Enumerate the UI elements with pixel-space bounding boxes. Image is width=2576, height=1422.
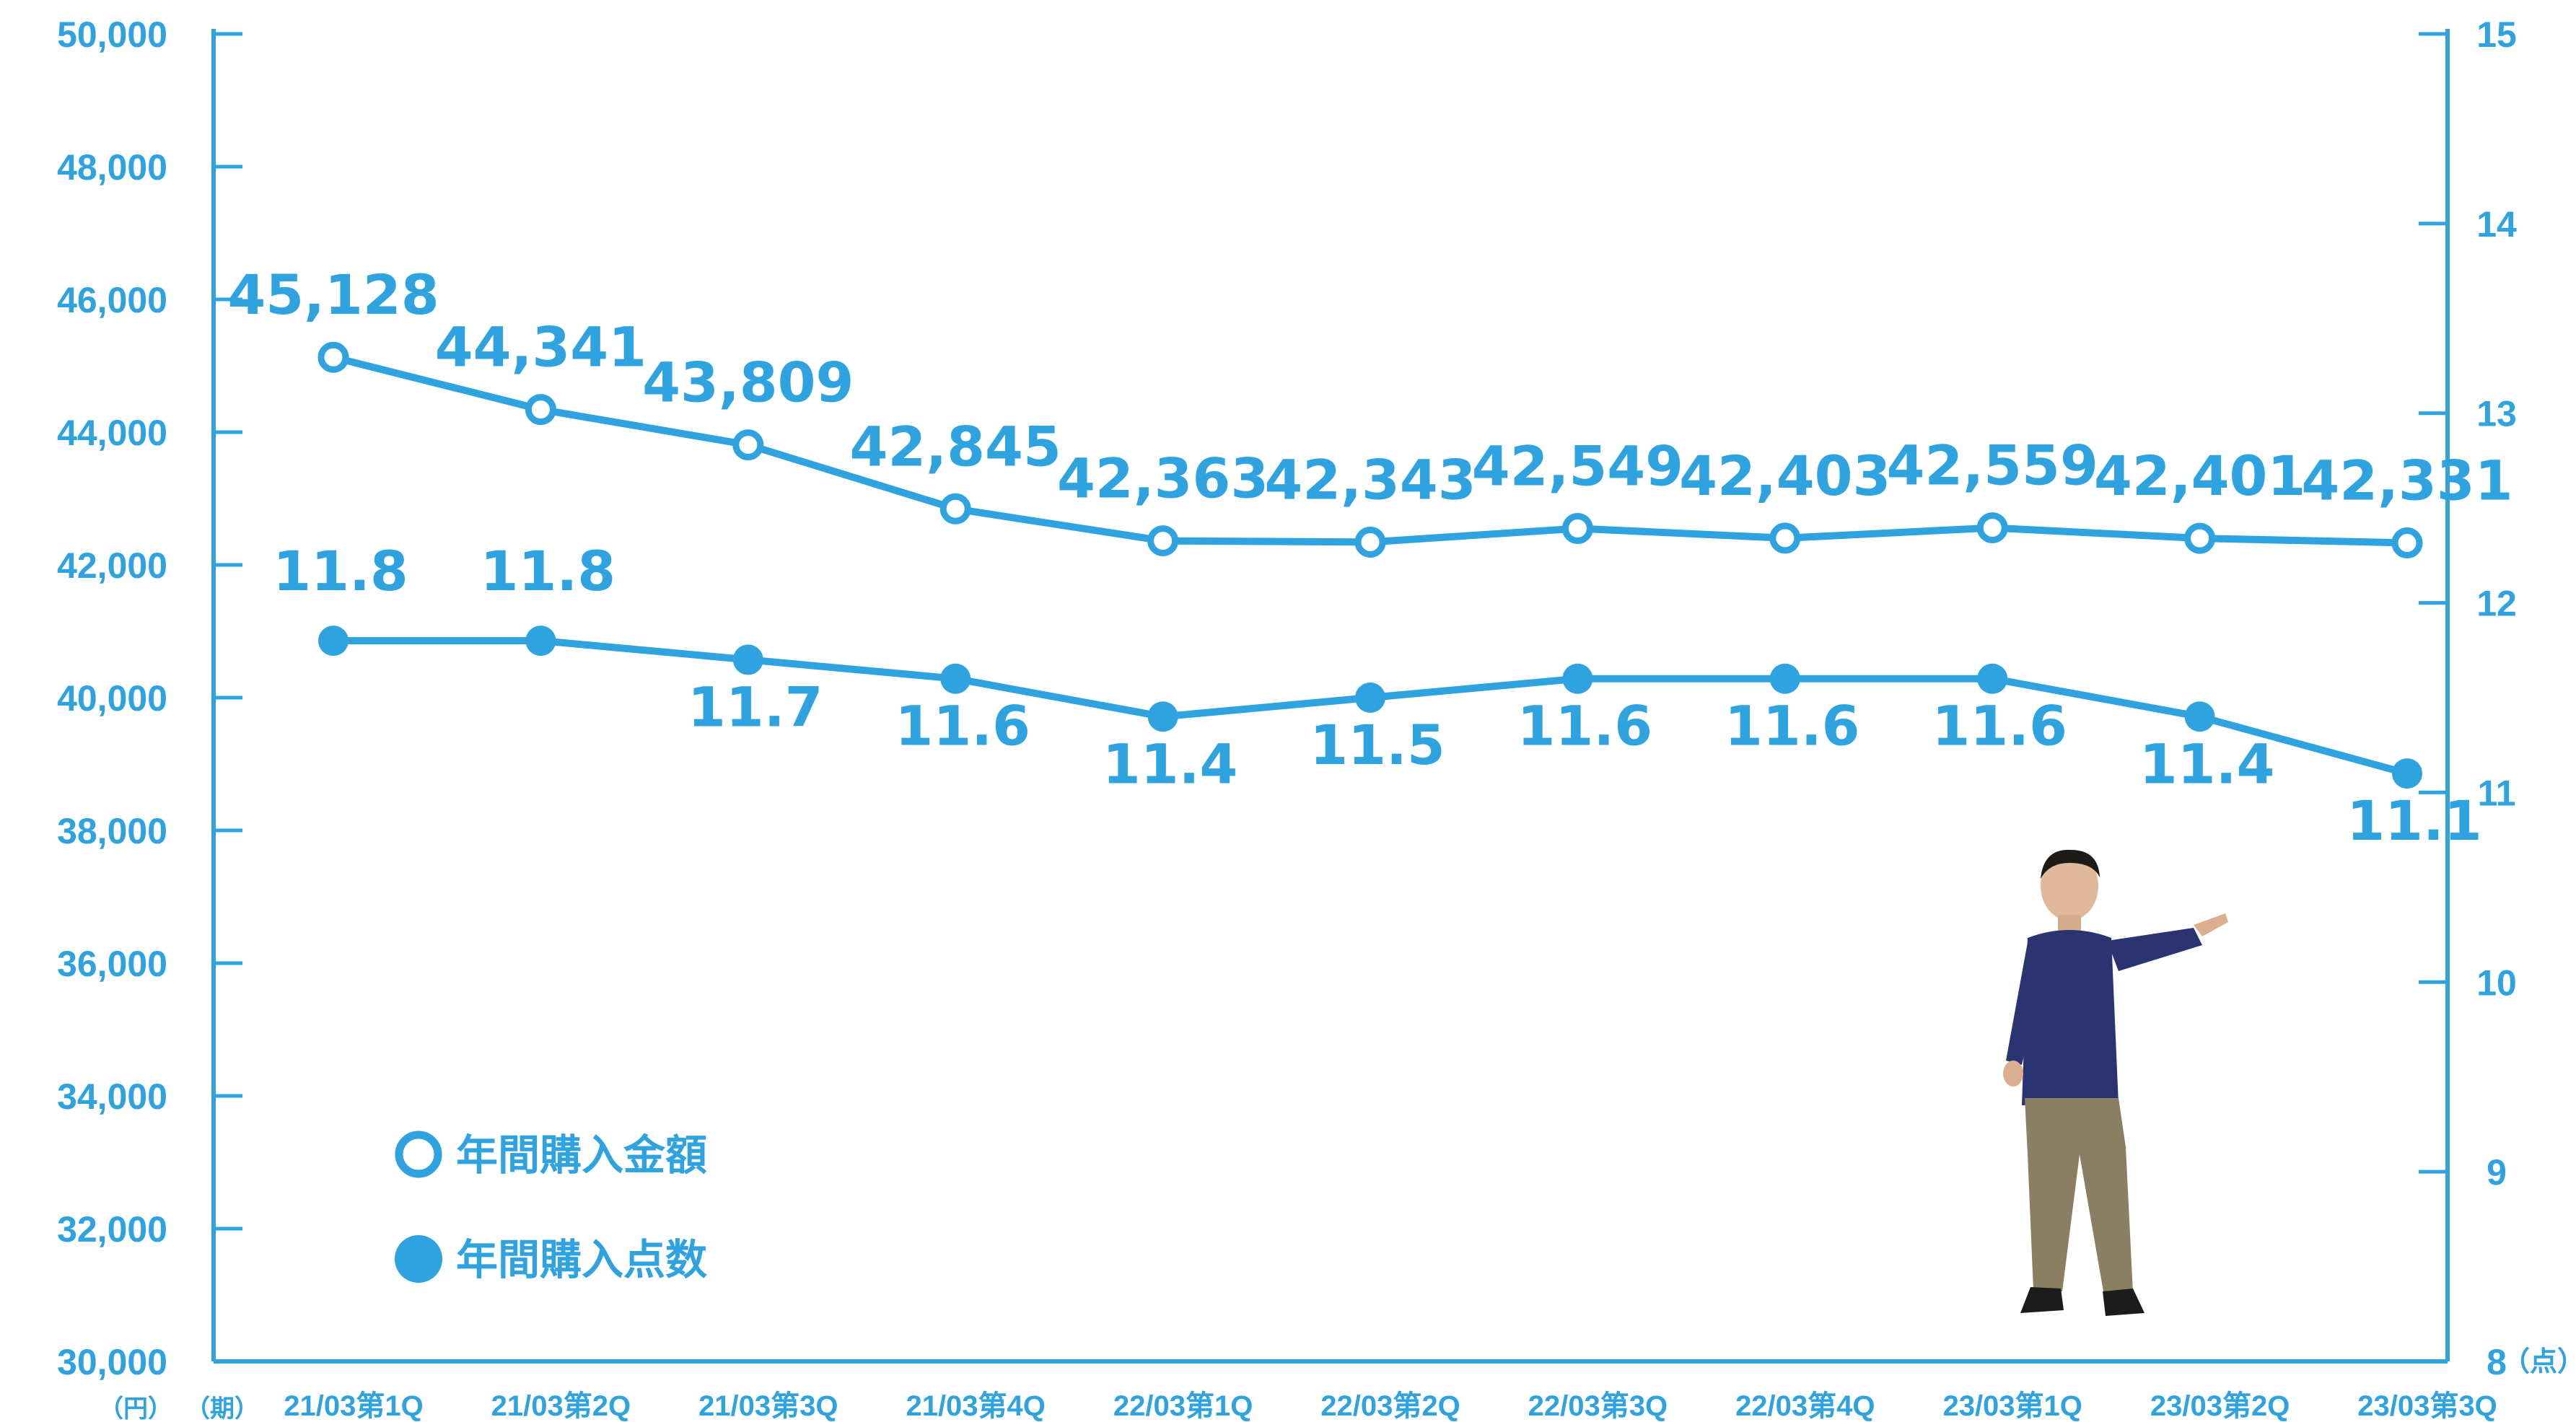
legend-count-label: 年間購入点数 bbox=[456, 1235, 707, 1284]
amount-data-label: 43,809 bbox=[642, 351, 854, 415]
amount-point bbox=[1976, 512, 2008, 544]
left-tick-label: 36,000 bbox=[57, 944, 167, 984]
amount-data-label: 42,363 bbox=[1057, 447, 1269, 511]
amount-point bbox=[317, 341, 349, 373]
count-point bbox=[2392, 758, 2422, 789]
count-point bbox=[2184, 701, 2215, 732]
amount-data-label: 44,341 bbox=[435, 315, 647, 379]
count-data-label: 11.1 bbox=[2347, 789, 2482, 853]
left-tick-label: 40,000 bbox=[57, 678, 167, 719]
amount-data-label: 42,331 bbox=[2301, 449, 2513, 513]
legend: 年間購入金額 年間購入点数 bbox=[395, 1131, 707, 1284]
x-tick-label: 21/03第4Q bbox=[906, 1390, 1045, 1422]
count-data-label: 11.4 bbox=[2139, 732, 2275, 796]
left-tick-label: 48,000 bbox=[57, 147, 167, 188]
amount-point bbox=[525, 394, 556, 426]
count-point bbox=[1562, 663, 1593, 694]
count-point bbox=[525, 626, 556, 657]
count-point bbox=[318, 626, 349, 657]
x-tick-label: 22/03第2Q bbox=[1320, 1390, 1460, 1422]
count-point bbox=[1147, 701, 1178, 732]
right-tick-label: 13 bbox=[2476, 394, 2517, 434]
left-tick-label: 32,000 bbox=[57, 1209, 167, 1250]
left-tick-label: 42,000 bbox=[57, 545, 167, 586]
amount-data-label: 42,401 bbox=[2094, 444, 2305, 508]
right-tick-label: 15 bbox=[2476, 14, 2517, 55]
count-point bbox=[1977, 663, 2008, 694]
series-data-labels: 45,12844,34143,80942,84542,36342,34342,5… bbox=[227, 263, 2513, 853]
count-data-label: 11.7 bbox=[688, 675, 823, 739]
series-markers bbox=[317, 341, 2423, 789]
amount-data-label: 42,845 bbox=[850, 414, 1061, 478]
presenter-figure bbox=[2003, 849, 2228, 1316]
x-tick-label: 21/03第1Q bbox=[284, 1390, 423, 1422]
count-data-label: 11.8 bbox=[273, 539, 408, 603]
right-tick-label: 12 bbox=[2476, 584, 2517, 624]
count-point bbox=[732, 644, 763, 675]
right-tick-label: 10 bbox=[2476, 962, 2517, 1003]
count-data-label: 11.4 bbox=[1103, 732, 1238, 796]
left-tick-label: 34,000 bbox=[57, 1076, 167, 1117]
amount-point bbox=[1147, 525, 1179, 557]
amount-point bbox=[2391, 527, 2423, 559]
right-tick-label: 14 bbox=[2476, 204, 2517, 245]
count-point bbox=[940, 663, 971, 694]
amount-data-label: 42,549 bbox=[1472, 434, 1683, 498]
left-tick-label: 44,000 bbox=[57, 413, 167, 453]
x-tick-label: 23/03第2Q bbox=[2150, 1390, 2290, 1422]
amount-point bbox=[1769, 522, 1801, 554]
legend-amount-marker bbox=[395, 1131, 442, 1178]
x-tick-label: 22/03第3Q bbox=[1528, 1390, 1668, 1422]
left-tick-label: 30,000 bbox=[57, 1342, 167, 1382]
count-point bbox=[1355, 683, 1385, 713]
count-data-label: 11.6 bbox=[1932, 694, 2067, 758]
amount-point bbox=[1354, 526, 1386, 558]
x-axis-labels: 21/03第1Q 21/03第2Q 21/03第3Q 21/03第4Q 22/03第1Q… bbox=[284, 1390, 2497, 1422]
right-unit-label: （点） bbox=[2502, 1347, 2576, 1377]
left-tick-label: 38,000 bbox=[57, 811, 167, 851]
left-tick-label: 50,000 bbox=[57, 14, 167, 55]
x-tick-label: 21/03第3Q bbox=[698, 1390, 838, 1422]
amount-point bbox=[939, 493, 971, 525]
period-unit-label: （期） bbox=[185, 1395, 259, 1422]
right-tick-label: 8 bbox=[2487, 1342, 2507, 1382]
amount-data-label: 42,343 bbox=[1264, 447, 1476, 512]
amount-point bbox=[732, 429, 764, 461]
right-tick-label: 11 bbox=[2478, 773, 2516, 813]
left-unit-label: （円） bbox=[99, 1395, 172, 1422]
left-tick-label: 46,000 bbox=[57, 280, 167, 320]
left-axis-ticks: 30,000 32,000 34,000 36,000 38,000 40,000 42,0… bbox=[57, 14, 242, 1382]
count-data-label: 11.8 bbox=[481, 539, 616, 603]
x-tick-label: 21/03第2Q bbox=[491, 1390, 631, 1422]
legend-count-marker bbox=[395, 1235, 442, 1283]
amount-data-label: 42,403 bbox=[1679, 444, 1891, 508]
x-tick-label: 22/03第4Q bbox=[1735, 1390, 1875, 1422]
count-data-label: 11.6 bbox=[895, 694, 1030, 758]
x-tick-label: 23/03第1Q bbox=[1942, 1390, 2082, 1422]
right-tick-label: 9 bbox=[2487, 1152, 2507, 1193]
amount-data-label: 45,128 bbox=[227, 263, 439, 327]
amount-point bbox=[1561, 512, 1593, 544]
count-data-label: 11.6 bbox=[1725, 694, 1860, 758]
amount-data-label: 42,559 bbox=[1887, 434, 2098, 498]
x-tick-label: 23/03第3Q bbox=[2357, 1390, 2497, 1422]
count-point bbox=[1769, 663, 1800, 694]
x-tick-label: 22/03第1Q bbox=[1113, 1390, 1253, 1422]
count-data-label: 11.5 bbox=[1310, 713, 1445, 777]
count-data-label: 11.6 bbox=[1517, 694, 1653, 758]
right-axis-ticks: 8 9 10 11 12 13 14 15 bbox=[2419, 14, 2517, 1382]
legend-amount-label: 年間購入金額 bbox=[456, 1131, 707, 1180]
amount-point bbox=[2184, 522, 2216, 554]
